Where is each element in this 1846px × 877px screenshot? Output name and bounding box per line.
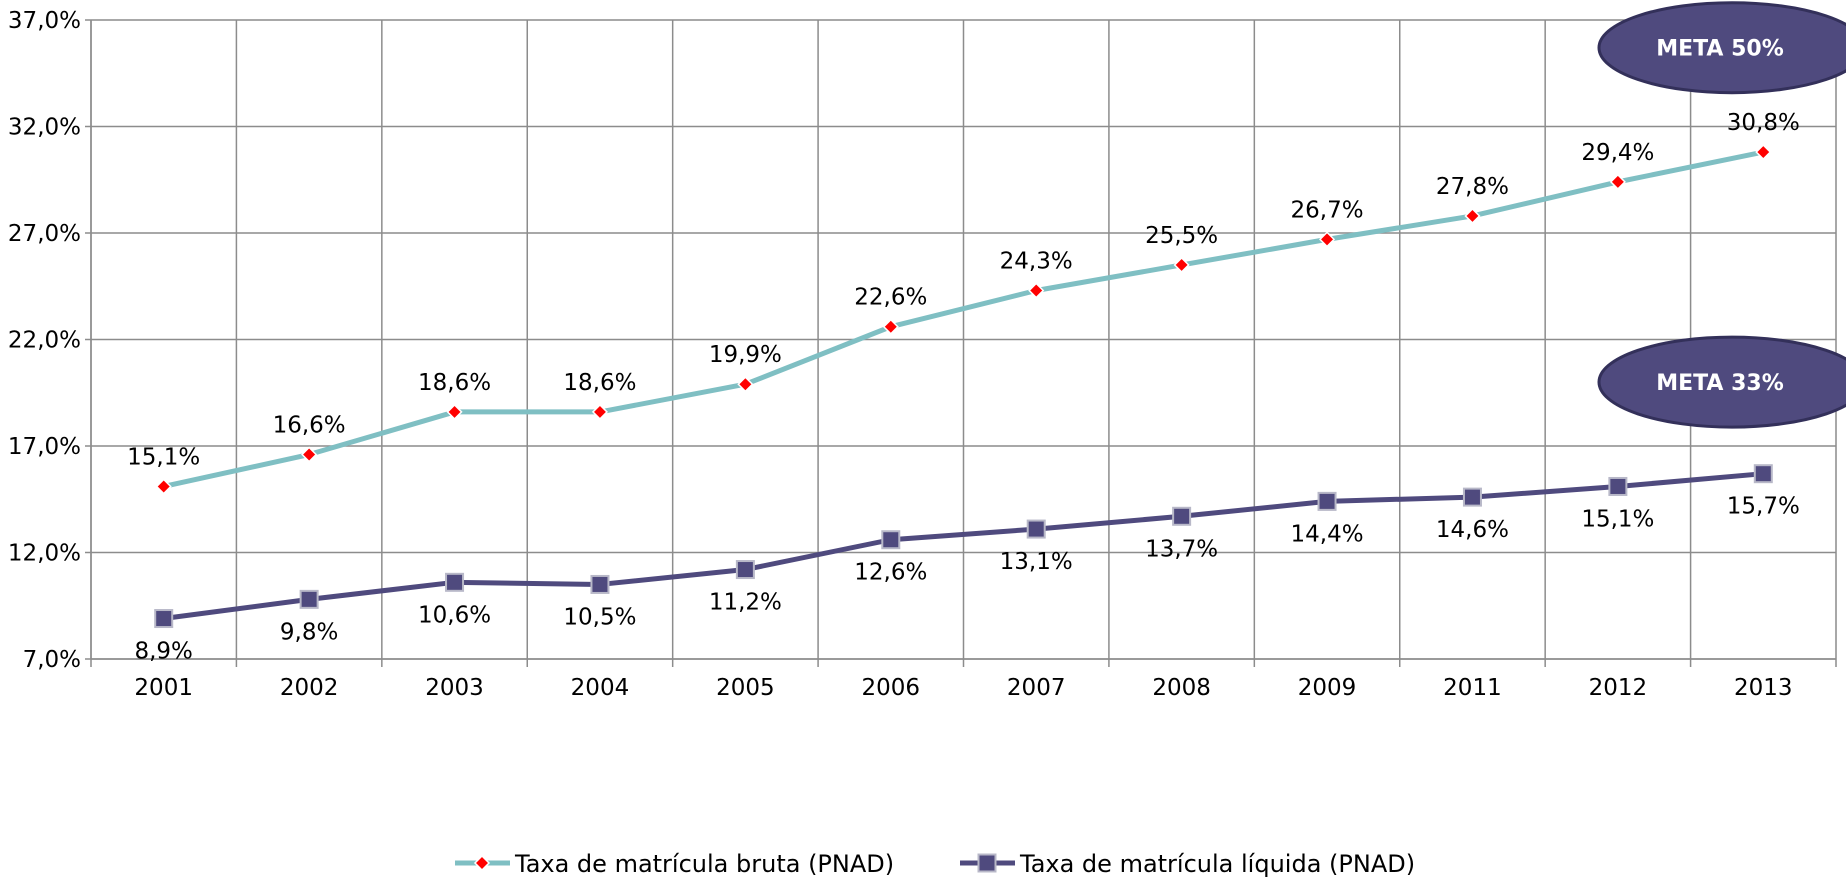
y-tick-label: 7,0% bbox=[23, 647, 81, 673]
legend-item-1: Taxa de matrícula bruta (PNAD) bbox=[455, 850, 894, 877]
data-label: 15,7% bbox=[1727, 494, 1800, 520]
x-tick-label: 2006 bbox=[862, 675, 921, 701]
data-label: 15,1% bbox=[1581, 506, 1654, 532]
data-point bbox=[1173, 256, 1190, 274]
data-label: 27,8% bbox=[1436, 174, 1509, 200]
data-point bbox=[881, 530, 901, 550]
x-tick-label: 2003 bbox=[425, 675, 484, 701]
annotations: META 50% META 33% bbox=[1597, 1, 1846, 429]
series-1: 15,1% 16,6% 18,6% 18,6% 19,9% 22,6% 24,3% 25,5%… bbox=[127, 110, 1800, 495]
data-point bbox=[1753, 464, 1773, 484]
meta-label: META 33% bbox=[1656, 371, 1784, 396]
data-label: 13,7% bbox=[1145, 536, 1218, 562]
data-label: 10,6% bbox=[418, 602, 491, 628]
data-label: 30,8% bbox=[1727, 110, 1800, 136]
data-label: 13,1% bbox=[1000, 549, 1073, 575]
legend-label: Taxa de matrícula bruta (PNAD) bbox=[514, 850, 894, 877]
data-label: 8,9% bbox=[134, 639, 192, 665]
data-point bbox=[591, 403, 609, 420]
data-point bbox=[155, 478, 172, 495]
series-line bbox=[163, 149, 1764, 489]
data-label: 29,4% bbox=[1581, 140, 1654, 166]
data-point bbox=[1609, 173, 1626, 190]
data-label: 9,8% bbox=[280, 619, 338, 645]
y-tick-label: 12,0% bbox=[8, 541, 81, 567]
data-label: 10,5% bbox=[563, 604, 636, 630]
data-label: 14,6% bbox=[1436, 517, 1509, 543]
data-point bbox=[1028, 282, 1045, 299]
meta-annotation: META 50% bbox=[1597, 1, 1846, 95]
legend-label: Taxa de matrícula líquida (PNAD) bbox=[1019, 850, 1415, 877]
data-label: 11,2% bbox=[709, 590, 782, 616]
y-tick-label: 17,0% bbox=[8, 434, 81, 460]
data-point bbox=[590, 574, 610, 594]
data-point bbox=[1462, 487, 1482, 507]
data-label: 18,6% bbox=[563, 370, 636, 396]
data-point bbox=[446, 403, 463, 420]
meta-label: META 50% bbox=[1656, 37, 1784, 62]
y-tick-label: 22,0% bbox=[8, 328, 81, 354]
series-line bbox=[163, 471, 1764, 622]
x-tick-label: 2009 bbox=[1298, 675, 1357, 701]
x-tick-label: 2013 bbox=[1734, 675, 1793, 701]
x-tick-label: 2012 bbox=[1589, 675, 1648, 701]
x-tick-label: 2007 bbox=[1007, 675, 1066, 701]
y-tick-label: 27,0% bbox=[8, 221, 81, 247]
data-label: 22,6% bbox=[854, 285, 927, 311]
data-label: 14,4% bbox=[1291, 521, 1364, 547]
data-label: 26,7% bbox=[1291, 197, 1364, 223]
x-tick-label: 2008 bbox=[1152, 675, 1211, 701]
x-tick-label: 2004 bbox=[571, 675, 630, 701]
data-point bbox=[1755, 143, 1772, 161]
data-label: 12,6% bbox=[854, 560, 927, 586]
y-tick-label: 32,0% bbox=[8, 115, 81, 141]
data-point bbox=[445, 572, 465, 592]
data-label: 24,3% bbox=[1000, 249, 1073, 275]
data-point bbox=[299, 589, 319, 609]
data-point bbox=[1172, 506, 1192, 526]
x-axis: 2001 2002 2003 2004 2005 2006 2007 2008 2009 2011… bbox=[91, 658, 1836, 701]
data-point bbox=[882, 318, 899, 335]
data-point bbox=[154, 609, 174, 629]
data-label: 16,6% bbox=[273, 413, 346, 439]
data-label: 15,1% bbox=[127, 444, 200, 470]
meta-ellipse bbox=[1597, 1, 1846, 95]
y-tick-label: 37,0% bbox=[8, 8, 81, 34]
data-point bbox=[1318, 231, 1336, 248]
data-point bbox=[1464, 207, 1481, 225]
data-point bbox=[735, 560, 755, 580]
data-point bbox=[1608, 476, 1628, 496]
series-group: 15,1% 16,6% 18,6% 18,6% 19,9% 22,6% 24,3% 25,5%… bbox=[127, 110, 1800, 664]
data-point bbox=[737, 376, 754, 393]
meta-annotation: META 33% bbox=[1597, 335, 1846, 429]
y-axis: 7,0% 12,0% 17,0% 22,0% 27,0% 32,0% 37,0% bbox=[8, 8, 92, 673]
legend: Taxa de matrícula bruta (PNAD) Taxa de ma… bbox=[455, 850, 1415, 877]
data-label: 18,6% bbox=[418, 370, 491, 396]
legend-item-2: Taxa de matrícula líquida (PNAD) bbox=[960, 850, 1415, 877]
legend-marker bbox=[977, 853, 997, 873]
data-label: 25,5% bbox=[1145, 223, 1218, 249]
series-2: 8,9% 9,8% 10,6% 10,5% 11,2% 12,6% 13,1% 13,7% 14… bbox=[134, 464, 1800, 665]
grid bbox=[90, 19, 1837, 667]
x-tick-label: 2011 bbox=[1443, 675, 1502, 701]
meta-ellipse bbox=[1597, 335, 1846, 429]
x-tick-label: 2005 bbox=[716, 675, 775, 701]
legend-marker bbox=[473, 854, 491, 872]
data-point bbox=[1317, 491, 1337, 511]
data-point bbox=[1026, 519, 1046, 539]
x-tick-label: 2002 bbox=[280, 675, 339, 701]
data-label: 19,9% bbox=[709, 342, 782, 368]
data-point bbox=[301, 446, 318, 463]
x-tick-label: 2001 bbox=[134, 675, 193, 701]
